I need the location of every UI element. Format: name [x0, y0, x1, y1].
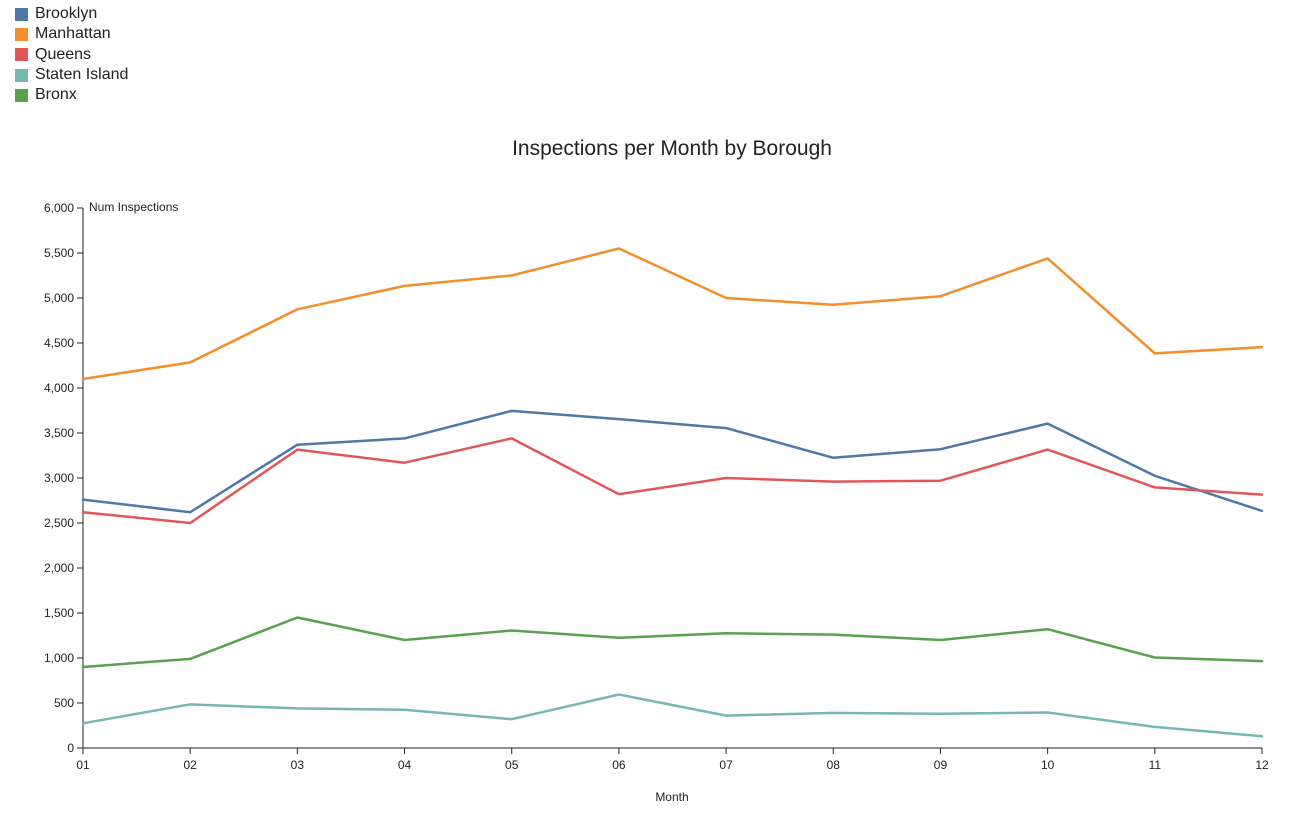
x-tick-label: 07 — [719, 758, 733, 772]
x-tick-label: 03 — [291, 758, 305, 772]
y-tick-label: 0 — [67, 741, 74, 755]
x-tick-label: 01 — [76, 758, 90, 772]
legend-swatch — [15, 88, 28, 102]
y-tick-label: 2,000 — [44, 561, 74, 575]
y-tick-label: 5,500 — [44, 246, 74, 260]
x-tick-label: 02 — [184, 758, 198, 772]
y-tick-label: 4,500 — [44, 336, 74, 350]
x-tick-label: 06 — [612, 758, 626, 772]
series-line-manhattan — [81, 247, 1264, 381]
legend-label: Manhattan — [35, 25, 111, 43]
x-tick-label: 04 — [398, 758, 412, 772]
legend-swatch — [15, 7, 28, 21]
y-tick-label: 3,000 — [44, 471, 74, 485]
x-axis-title: Month — [655, 790, 688, 804]
x-tick-label: 11 — [1149, 758, 1162, 772]
x-tick-label: 08 — [827, 758, 841, 772]
legend-label: Queens — [35, 45, 92, 63]
y-tick-label: 5,000 — [44, 291, 74, 305]
y-tick-label: 500 — [54, 696, 74, 710]
legend-label: Staten Island — [35, 66, 129, 84]
legend-item: Staten Island — [15, 65, 128, 85]
x-tick-label: 12 — [1255, 758, 1269, 772]
legend: Brooklyn Manhattan Queens Staten Island Bron… — [15, 4, 128, 105]
series-line-brooklyn — [81, 409, 1264, 514]
y-tick-label: 1,000 — [44, 651, 74, 665]
legend-item: Bronx — [15, 85, 128, 105]
x-tick-label: 05 — [505, 758, 519, 772]
y-axis-title: Num Inspections — [89, 200, 178, 214]
legend-swatch — [15, 68, 28, 82]
series-lines — [81, 247, 1264, 738]
legend-swatch — [15, 48, 28, 62]
y-tick-label: 4,000 — [44, 381, 74, 395]
series-line-bronx — [81, 616, 1264, 669]
legend-item: Manhattan — [15, 24, 128, 44]
x-tick-label: 10 — [1041, 758, 1055, 772]
legend-swatch — [15, 27, 28, 41]
y-tick-label: 3,500 — [44, 426, 74, 440]
y-tick-label: 2,500 — [44, 516, 74, 530]
series-line-queens — [81, 437, 1264, 525]
x-axis: 01 02 03 04 05 06 07 08 09 10 11 12 — [76, 747, 1269, 772]
y-axis: 0 500 1,000 1,500 2,000 2,500 3,000 3,500 4,000 4… — [44, 201, 84, 755]
y-tick-label: 6,000 — [44, 201, 74, 215]
legend-label: Bronx — [35, 86, 77, 104]
x-tick-label: 09 — [934, 758, 948, 772]
legend-item: Brooklyn — [15, 4, 128, 24]
legend-label: Brooklyn — [35, 5, 98, 23]
legend-item: Queens — [15, 45, 128, 65]
chart-title: Inspections per Month by Borough — [512, 137, 832, 160]
y-tick-label: 1,500 — [44, 606, 74, 620]
series-line-staten-island — [81, 693, 1264, 738]
